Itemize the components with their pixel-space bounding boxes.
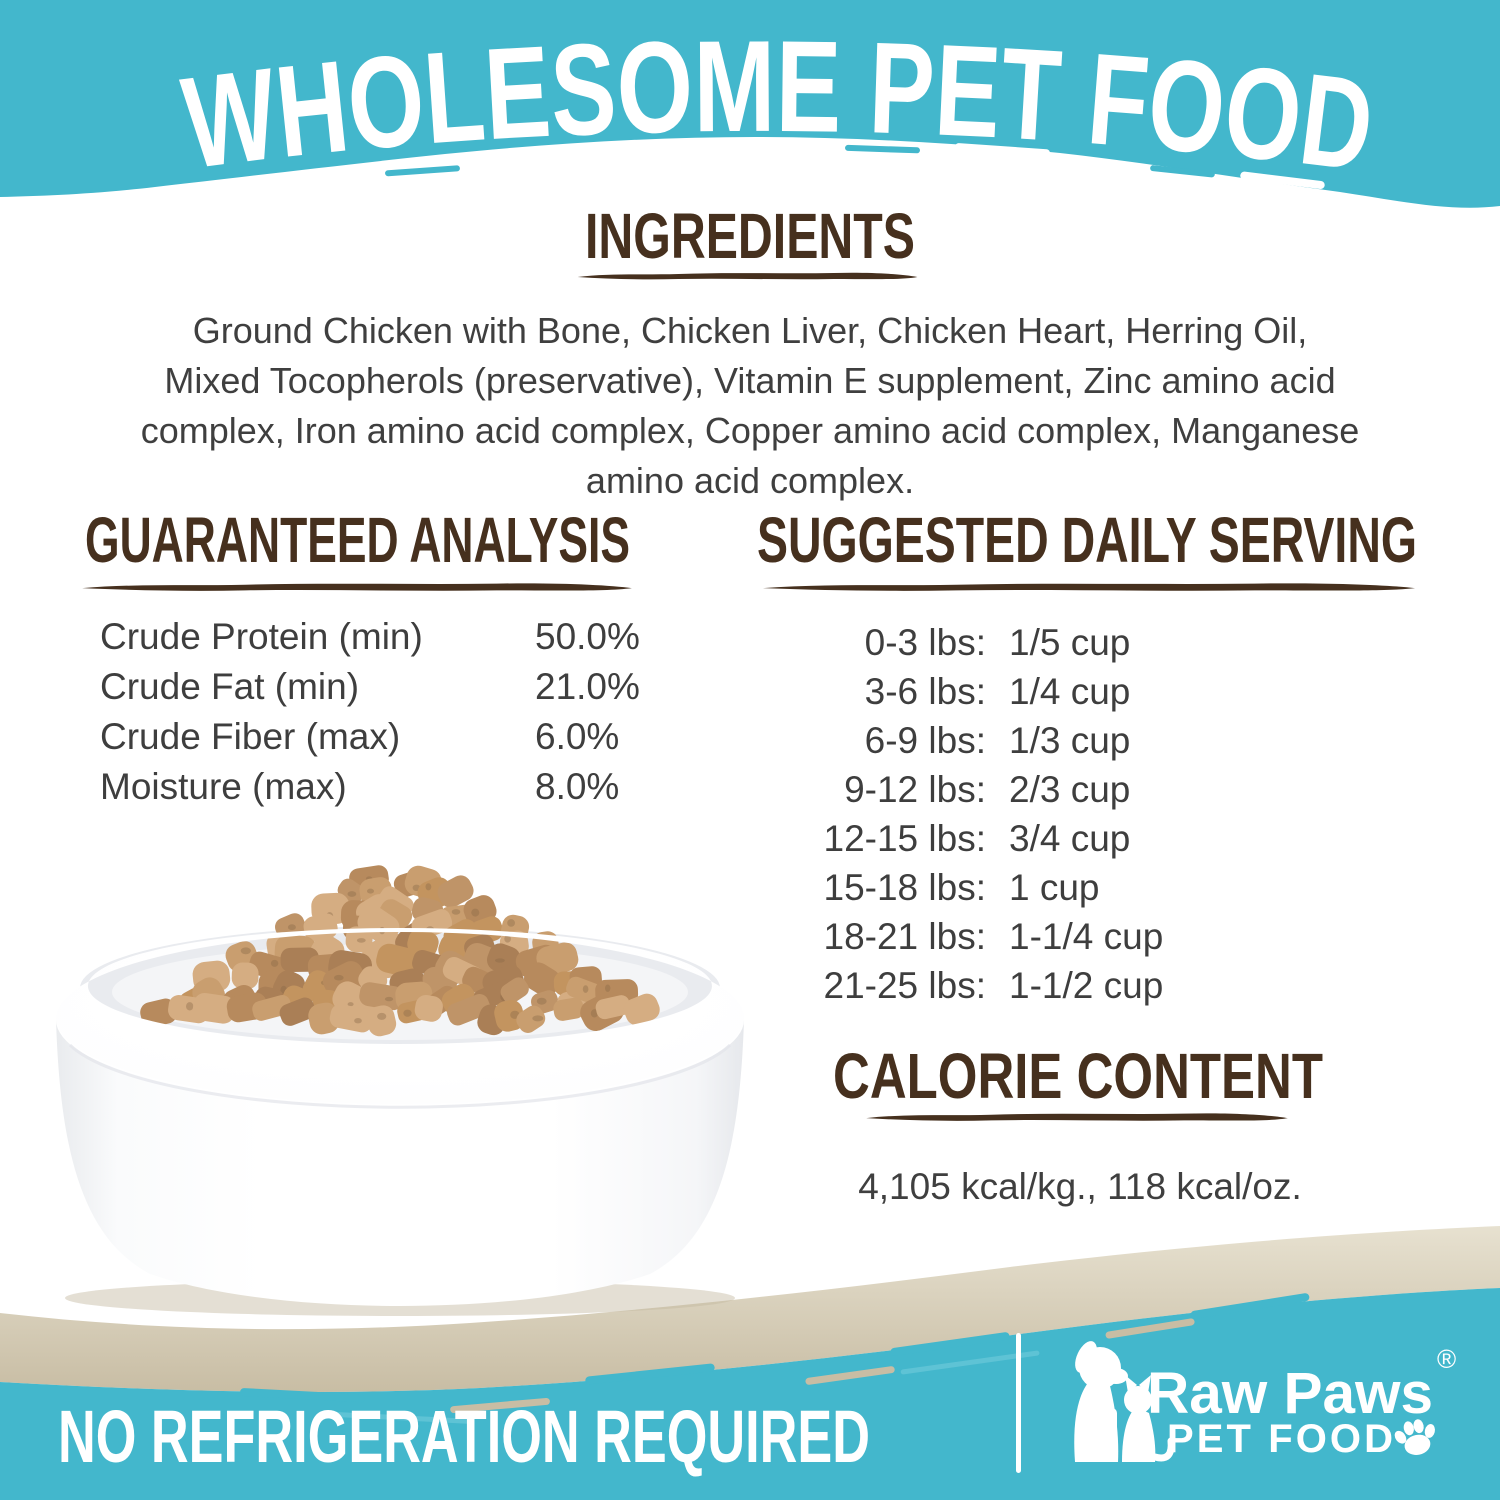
analysis-underline: [82, 583, 632, 591]
calorie-title: CALORIE CONTENT: [833, 1048, 1323, 1110]
serving-amount: 2/3 cup: [1009, 769, 1131, 810]
footer-brush-texture: [240, 1293, 1310, 1424]
ingredients-underline: [577, 272, 918, 280]
serving-amount: 1-1/4 cup: [1009, 916, 1164, 957]
table-row: Crude Protein (min) 50.0%: [100, 616, 680, 666]
calorie-underline: [866, 1113, 1288, 1121]
table-row: 18-21 lbs: 1-1/4 cup: [790, 916, 1270, 965]
analysis-value: 21.0%: [535, 666, 640, 707]
table-row: 0-3 lbs: 1/5 cup: [790, 622, 1270, 671]
analysis-title: GUARANTEED ANALYSIS: [85, 512, 630, 574]
analysis-nutrient: Crude Protein (min): [100, 616, 423, 657]
analysis-nutrient: Crude Fiber (max): [100, 716, 401, 757]
analysis-value: 50.0%: [535, 616, 640, 657]
serving-amount: 1/4 cup: [1009, 671, 1131, 712]
footer-note: NO REFRIGERATION REQUIRED: [58, 1395, 870, 1478]
bowl-photo: [56, 865, 745, 1316]
serving-weight-range: 12-15 lbs:: [823, 818, 987, 859]
serving-table: 0-3 lbs: 1/5 cup 3-6 lbs: 1/4 cup 6-9 lb…: [790, 622, 1270, 1014]
ingredients-text: Ground Chicken with Bone, Chicken Liver,…: [140, 310, 1360, 501]
brand-name: Raw Paws: [1147, 1361, 1433, 1426]
analysis-table: Crude Protein (min) 50.0% Crude Fat (min…: [100, 616, 680, 816]
table-row: Crude Fat (min) 21.0%: [100, 666, 680, 716]
table-row: Crude Fiber (max) 6.0%: [100, 716, 680, 766]
serving-amount: 1/3 cup: [1009, 720, 1131, 761]
header-teal-wave: [0, 0, 1500, 208]
serving-amount: 1-1/2 cup: [1009, 965, 1164, 1006]
bowl-rim: [56, 928, 745, 1104]
serving-weight-range: 3-6 lbs:: [864, 671, 986, 712]
bowl-rim-shading: [68, 1043, 732, 1109]
analysis-nutrient: Crude Fat (min): [100, 666, 360, 707]
ingredients-title: INGREDIENTS: [585, 208, 915, 270]
table-row: 21-25 lbs: 1-1/2 cup: [790, 965, 1270, 1014]
paw-icon: [1394, 1419, 1435, 1455]
analysis-value: 8.0%: [535, 766, 620, 807]
table-row: 12-15 lbs: 3/4 cup: [790, 818, 1270, 867]
serving-weight-range: 18-21 lbs:: [823, 916, 987, 957]
header-title: WHOLESOME PET FOOD: [175, 13, 1380, 199]
analysis-heading: GUARANTEED ANALYSIS: [85, 512, 630, 574]
analysis-nutrient: Moisture (max): [100, 766, 347, 807]
serving-weight-range: 9-12 lbs:: [844, 769, 986, 810]
table-row: 3-6 lbs: 1/4 cup: [790, 671, 1270, 720]
calorie-heading: CALORIE CONTENT: [833, 1048, 1323, 1110]
table-row: 15-18 lbs: 1 cup: [790, 867, 1270, 916]
serving-amount: 3/4 cup: [1009, 818, 1131, 859]
serving-heading: SUGGESTED DAILY SERVING: [757, 512, 1417, 574]
serving-title: SUGGESTED DAILY SERVING: [757, 512, 1417, 574]
serving-weight-range: 0-3 lbs:: [864, 622, 986, 663]
ingredients-heading: INGREDIENTS: [585, 208, 915, 270]
registered-mark: ®: [1437, 1344, 1456, 1374]
calorie-text: 4,105 kcal/kg., 118 kcal/oz.: [858, 1166, 1302, 1207]
dog-cat-icon: [1074, 1341, 1175, 1462]
serving-amount: 1 cup: [1009, 867, 1100, 908]
serving-amount: 1/5 cup: [1009, 622, 1131, 663]
serving-weight-range: 6-9 lbs:: [864, 720, 986, 761]
header-brush-texture: [205, 143, 1325, 194]
serving-weight-range: 21-25 lbs:: [823, 965, 987, 1006]
table-row: 9-12 lbs: 2/3 cup: [790, 769, 1270, 818]
table-row: Moisture (max) 8.0%: [100, 766, 680, 816]
footer-beige-band: [0, 1226, 1500, 1393]
footer-wave: NO REFRIGERATION REQUIRED Raw Paws ® PET…: [0, 1226, 1500, 1500]
bowl-body: [56, 1020, 744, 1306]
serving-weight-range: 15-18 lbs:: [823, 867, 987, 908]
brand-logo: Raw Paws ® PET FOOD: [1074, 1341, 1456, 1462]
analysis-value: 6.0%: [535, 716, 620, 757]
table-row: 6-9 lbs: 1/3 cup: [790, 720, 1270, 769]
serving-underline: [762, 583, 1416, 591]
header-banner: WHOLESOME PET FOOD: [0, 0, 1500, 208]
header-title-text: WHOLESOME PET FOOD: [175, 13, 1380, 199]
brand-sub: PET FOOD: [1167, 1417, 1393, 1461]
footer-divider: [1016, 1333, 1021, 1473]
